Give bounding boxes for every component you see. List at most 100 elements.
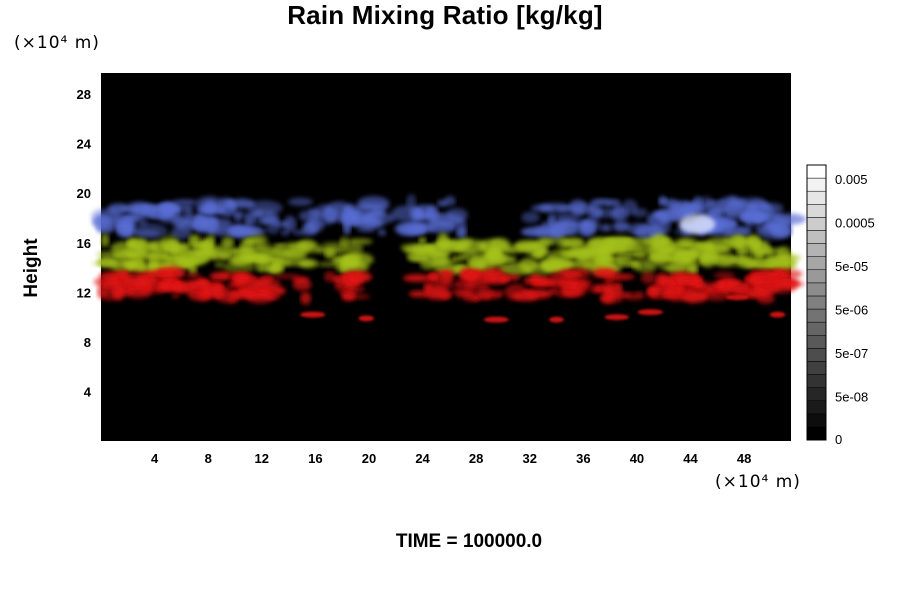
- rain-blob: [343, 285, 365, 293]
- rain-blob: [408, 290, 429, 298]
- y-tick-label: 28: [77, 87, 91, 102]
- rain-blob: [230, 274, 258, 281]
- x-tick-label: 16: [308, 451, 322, 466]
- colorbar-swatch: [806, 348, 827, 362]
- y-axis-ticks: 4 8 12 16 20 24 28: [77, 87, 92, 399]
- rain-blob: [358, 315, 375, 322]
- rain-blob: [142, 204, 159, 219]
- x-tick-label: 44: [683, 451, 698, 466]
- colorbar-swatch: [806, 413, 827, 428]
- rain-blob: [418, 237, 427, 245]
- rain-blob: [680, 291, 708, 303]
- colorbar-swatch: [806, 177, 827, 192]
- colorbar-swatch: [806, 361, 827, 375]
- rain-blob: [550, 270, 580, 281]
- rain-blob: [693, 281, 706, 290]
- rain-blob: [713, 271, 735, 280]
- rain-blob: [608, 274, 635, 280]
- rain-blob: [188, 279, 212, 288]
- rain-blob: [765, 254, 798, 271]
- rain-blob: [423, 281, 432, 293]
- rain-blob: [123, 221, 132, 236]
- rain-blob: [594, 268, 615, 278]
- rain-blob: [102, 284, 132, 292]
- colorbar-label: 5e-06: [835, 303, 868, 318]
- rain-blob: [209, 271, 231, 282]
- rain-blob: [235, 286, 261, 292]
- rain-blob: [746, 216, 766, 221]
- rain-blob: [228, 225, 253, 239]
- rain-blob: [247, 200, 283, 216]
- rain-blob: [549, 316, 564, 323]
- rain-blob: [121, 276, 149, 289]
- rain-blob: [709, 210, 720, 218]
- y-tick-label: 8: [84, 335, 91, 350]
- rain-blob: [346, 238, 373, 245]
- rain-blob: [155, 205, 182, 215]
- rain-blob: [555, 263, 574, 269]
- colorbar-label: 0.005: [835, 172, 868, 187]
- colorbar-swatch: [806, 204, 827, 218]
- rain-blob: [93, 215, 110, 230]
- rain-blob: [679, 214, 716, 235]
- rain-blob: [489, 237, 511, 253]
- colorbar-swatch: [806, 217, 827, 231]
- rain-blob: [445, 208, 469, 222]
- rain-blob: [115, 215, 145, 221]
- rain-blob: [355, 203, 390, 211]
- rain-blob: [136, 218, 148, 227]
- rain-blob: [135, 239, 150, 255]
- rain-blob: [616, 251, 647, 258]
- rain-blob: [254, 219, 280, 225]
- rain-blob: [214, 261, 224, 268]
- rain-blob: [183, 207, 194, 219]
- rain-blob: [100, 233, 110, 248]
- rain-blob: [769, 311, 786, 318]
- colorbar-label: 0.0005: [835, 216, 875, 231]
- rain-blob: [637, 309, 664, 316]
- rain-blob: [423, 288, 452, 300]
- rain-blob: [476, 287, 494, 298]
- rain-blob: [710, 281, 727, 287]
- rain-blob: [265, 224, 281, 234]
- rain-blob: [725, 294, 750, 301]
- rain-blob: [599, 293, 624, 303]
- colorbar-swatch: [806, 243, 827, 257]
- colorbar-swatch: [806, 256, 827, 271]
- rain-blob: [769, 280, 797, 294]
- colorbar-label: 0: [835, 432, 842, 447]
- colorbar-swatch: [806, 282, 827, 297]
- rain-blob: [454, 239, 488, 254]
- rain-blob: [270, 263, 279, 272]
- rain-blob: [521, 211, 540, 224]
- rain-blob: [323, 271, 336, 283]
- rain-blob: [682, 207, 694, 216]
- rain-blob: [603, 286, 615, 297]
- rain-blob: [156, 286, 184, 292]
- rain-blob: [322, 203, 350, 215]
- x-tick-label: 24: [415, 451, 430, 466]
- rain-blob: [134, 230, 161, 236]
- rain-blob: [342, 220, 352, 235]
- rain-blob: [634, 291, 646, 297]
- rain-blob: [254, 277, 281, 291]
- x-tick-label: 20: [362, 451, 376, 466]
- rain-blob: [412, 245, 429, 250]
- rain-blob: [410, 212, 438, 228]
- x-axis-ticks: 4 8 12 16 20 24 28 32 36 40 44 48: [151, 451, 751, 466]
- rain-blob: [245, 291, 275, 304]
- rain-blob: [465, 273, 477, 280]
- rain-blob: [330, 258, 343, 263]
- rain-blob: [675, 277, 699, 284]
- rain-blob: [571, 209, 587, 215]
- rain-blob: [570, 246, 587, 251]
- rain-blob: [731, 288, 746, 295]
- x-tick-label: 32: [523, 451, 537, 466]
- rain-blob: [662, 292, 683, 298]
- rain-blob: [704, 289, 721, 295]
- rain-blob: [607, 238, 639, 250]
- rain-blob: [600, 223, 612, 232]
- rain-blob: [170, 226, 192, 240]
- colorbar: 0.005 0.0005 5e-05 5e-06 5e-07 5e-08 0: [806, 164, 875, 447]
- rain-blob: [118, 269, 128, 278]
